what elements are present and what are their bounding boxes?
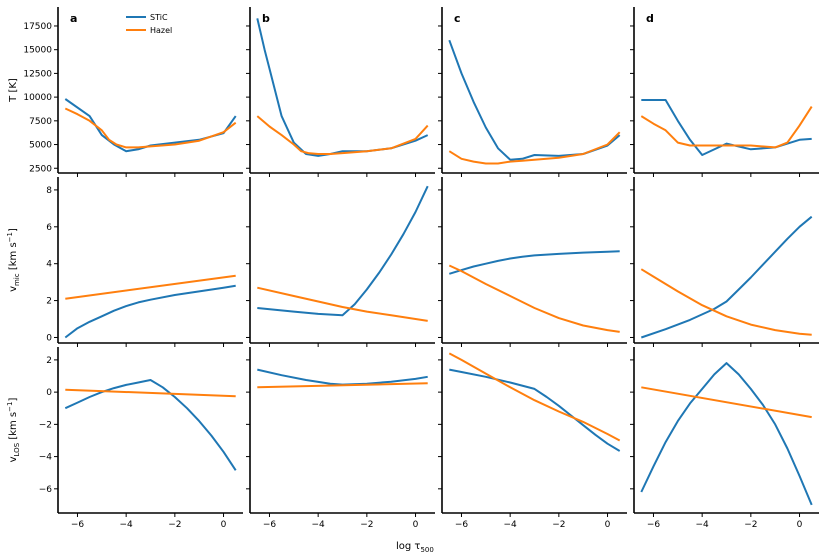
y-axis-label-T: T [K] bbox=[8, 78, 19, 103]
series-line-stic bbox=[640, 362, 813, 506]
axes-layer: T [K] 2500 5000 7500 10000 12500 15000 17500 a b c… bbox=[6, 7, 819, 530]
x-axis-label: log τ500 bbox=[396, 541, 434, 554]
series-line-hazel bbox=[64, 107, 237, 149]
y-axis-label-main: T [K] bbox=[8, 78, 19, 103]
series-line-hazel bbox=[640, 268, 812, 336]
legend-label-stic: STiC bbox=[150, 13, 168, 22]
y-axis-label-vmic: vmic [km s−1] bbox=[6, 228, 21, 292]
x-tick-label: −6 bbox=[263, 520, 277, 530]
y-axis-label-main: v bbox=[8, 456, 19, 462]
y-tick-label: 8 bbox=[46, 186, 52, 196]
x-tick-label: −4 bbox=[504, 520, 518, 530]
y-tick-label: 2 bbox=[46, 297, 52, 307]
y-tick-label: 15000 bbox=[23, 46, 52, 56]
x-tick-label: −2 bbox=[360, 520, 373, 530]
y-axis-label-sub: LOS bbox=[13, 442, 21, 456]
x-tick-label: −2 bbox=[744, 520, 757, 530]
panel-letter-c: c bbox=[454, 12, 461, 25]
y-axis-label-unit: [km s bbox=[8, 412, 19, 443]
y-tick-label: 2500 bbox=[29, 164, 52, 174]
x-tick-label: 0 bbox=[605, 520, 611, 530]
panel-a-vmic: 0 2 4 6 8 bbox=[46, 177, 243, 347]
x-tick-label: −6 bbox=[647, 520, 661, 530]
x-tick-label: −2 bbox=[168, 520, 181, 530]
legend-label-hazel: Hazel bbox=[150, 26, 172, 35]
x-axis-label-sub: 500 bbox=[420, 546, 433, 554]
x-tick-label: −6 bbox=[71, 520, 85, 530]
series-line-hazel bbox=[256, 115, 429, 155]
panel-c-T: c bbox=[438, 7, 627, 177]
series-line-hazel bbox=[640, 106, 813, 149]
panel-d-vlos: −6 −4 −2 0 bbox=[630, 347, 819, 530]
x-tick-label: 0 bbox=[221, 520, 227, 530]
y-tick-label: 6 bbox=[46, 223, 52, 233]
y-tick-label: 5000 bbox=[29, 141, 52, 151]
y-axis-label-end: ] bbox=[8, 398, 19, 402]
y-axis-label-unit: [km s bbox=[8, 242, 19, 273]
series-line-stic bbox=[64, 98, 237, 153]
y-tick-label: 2 bbox=[46, 356, 52, 366]
x-tick-label: 0 bbox=[797, 520, 803, 530]
y-axis-label-main: v bbox=[8, 286, 19, 292]
series-line-stic bbox=[64, 284, 236, 339]
panel-letter-a: a bbox=[70, 12, 77, 25]
y-tick-label: 17500 bbox=[23, 22, 52, 32]
panel-a-vlos: −6 −4 −2 0 2 −6 −4 −2 0 bbox=[39, 347, 243, 530]
x-tick-label: −4 bbox=[312, 520, 326, 530]
y-axis-label-sub: mic bbox=[13, 273, 21, 286]
panel-letter-b: b bbox=[262, 12, 270, 25]
panel-c-vmic bbox=[438, 177, 627, 347]
series-line-hazel bbox=[448, 352, 621, 442]
series-line-hazel bbox=[257, 286, 428, 322]
y-tick-label: 10000 bbox=[23, 93, 52, 103]
y-tick-label: 12500 bbox=[23, 69, 52, 79]
panel-c-vlos: −6 −4 −2 0 bbox=[438, 347, 627, 530]
x-tick-label: −4 bbox=[696, 520, 710, 530]
y-axis-label-sup: −1 bbox=[6, 402, 14, 412]
panel-d-vmic bbox=[630, 177, 819, 347]
series-line-stic bbox=[257, 185, 429, 317]
series-line-hazel bbox=[65, 388, 236, 398]
y-axis-label-end: ] bbox=[8, 228, 19, 232]
panel-letter-d: d bbox=[646, 12, 654, 25]
series-line-stic bbox=[257, 368, 428, 386]
x-tick-label: −4 bbox=[120, 520, 134, 530]
series-line-stic bbox=[448, 39, 621, 161]
series-line-stic bbox=[64, 379, 237, 471]
x-tick-label: 0 bbox=[413, 520, 419, 530]
y-tick-label: 7500 bbox=[29, 117, 52, 127]
series-line-hazel bbox=[448, 264, 620, 333]
series-line-hazel bbox=[65, 274, 236, 300]
series-line-hazel bbox=[448, 131, 621, 165]
y-tick-label: −6 bbox=[39, 485, 53, 495]
x-axis-label-main: log τ bbox=[396, 541, 420, 552]
x-tick-label: −2 bbox=[552, 520, 565, 530]
panel-a-T: 2500 5000 7500 10000 12500 15000 17500 a bbox=[23, 7, 243, 177]
panel-b-vmic bbox=[246, 177, 435, 347]
x-tick-label: −6 bbox=[455, 520, 469, 530]
y-tick-label: 0 bbox=[46, 333, 52, 343]
series-line-hazel bbox=[641, 386, 812, 419]
legend: STiC Hazel bbox=[126, 13, 172, 35]
y-tick-label: −4 bbox=[39, 453, 53, 463]
y-tick-label: −2 bbox=[39, 420, 52, 430]
series-line-hazel bbox=[257, 382, 428, 389]
y-tick-label: 4 bbox=[46, 260, 52, 270]
panel-b-vlos: −6 −4 −2 0 bbox=[246, 347, 435, 530]
series-line-stic bbox=[640, 215, 813, 339]
series-line-stic bbox=[641, 99, 812, 156]
panel-d-T: d bbox=[630, 7, 819, 177]
series-line-stic bbox=[449, 368, 621, 452]
panel-b-T: b bbox=[246, 7, 435, 177]
y-axis-label-sup: −1 bbox=[6, 232, 14, 242]
y-axis-label-vlos: vLOS [km s−1] bbox=[6, 398, 21, 463]
y-tick-label: 0 bbox=[46, 388, 52, 398]
series-line-stic bbox=[449, 250, 620, 275]
